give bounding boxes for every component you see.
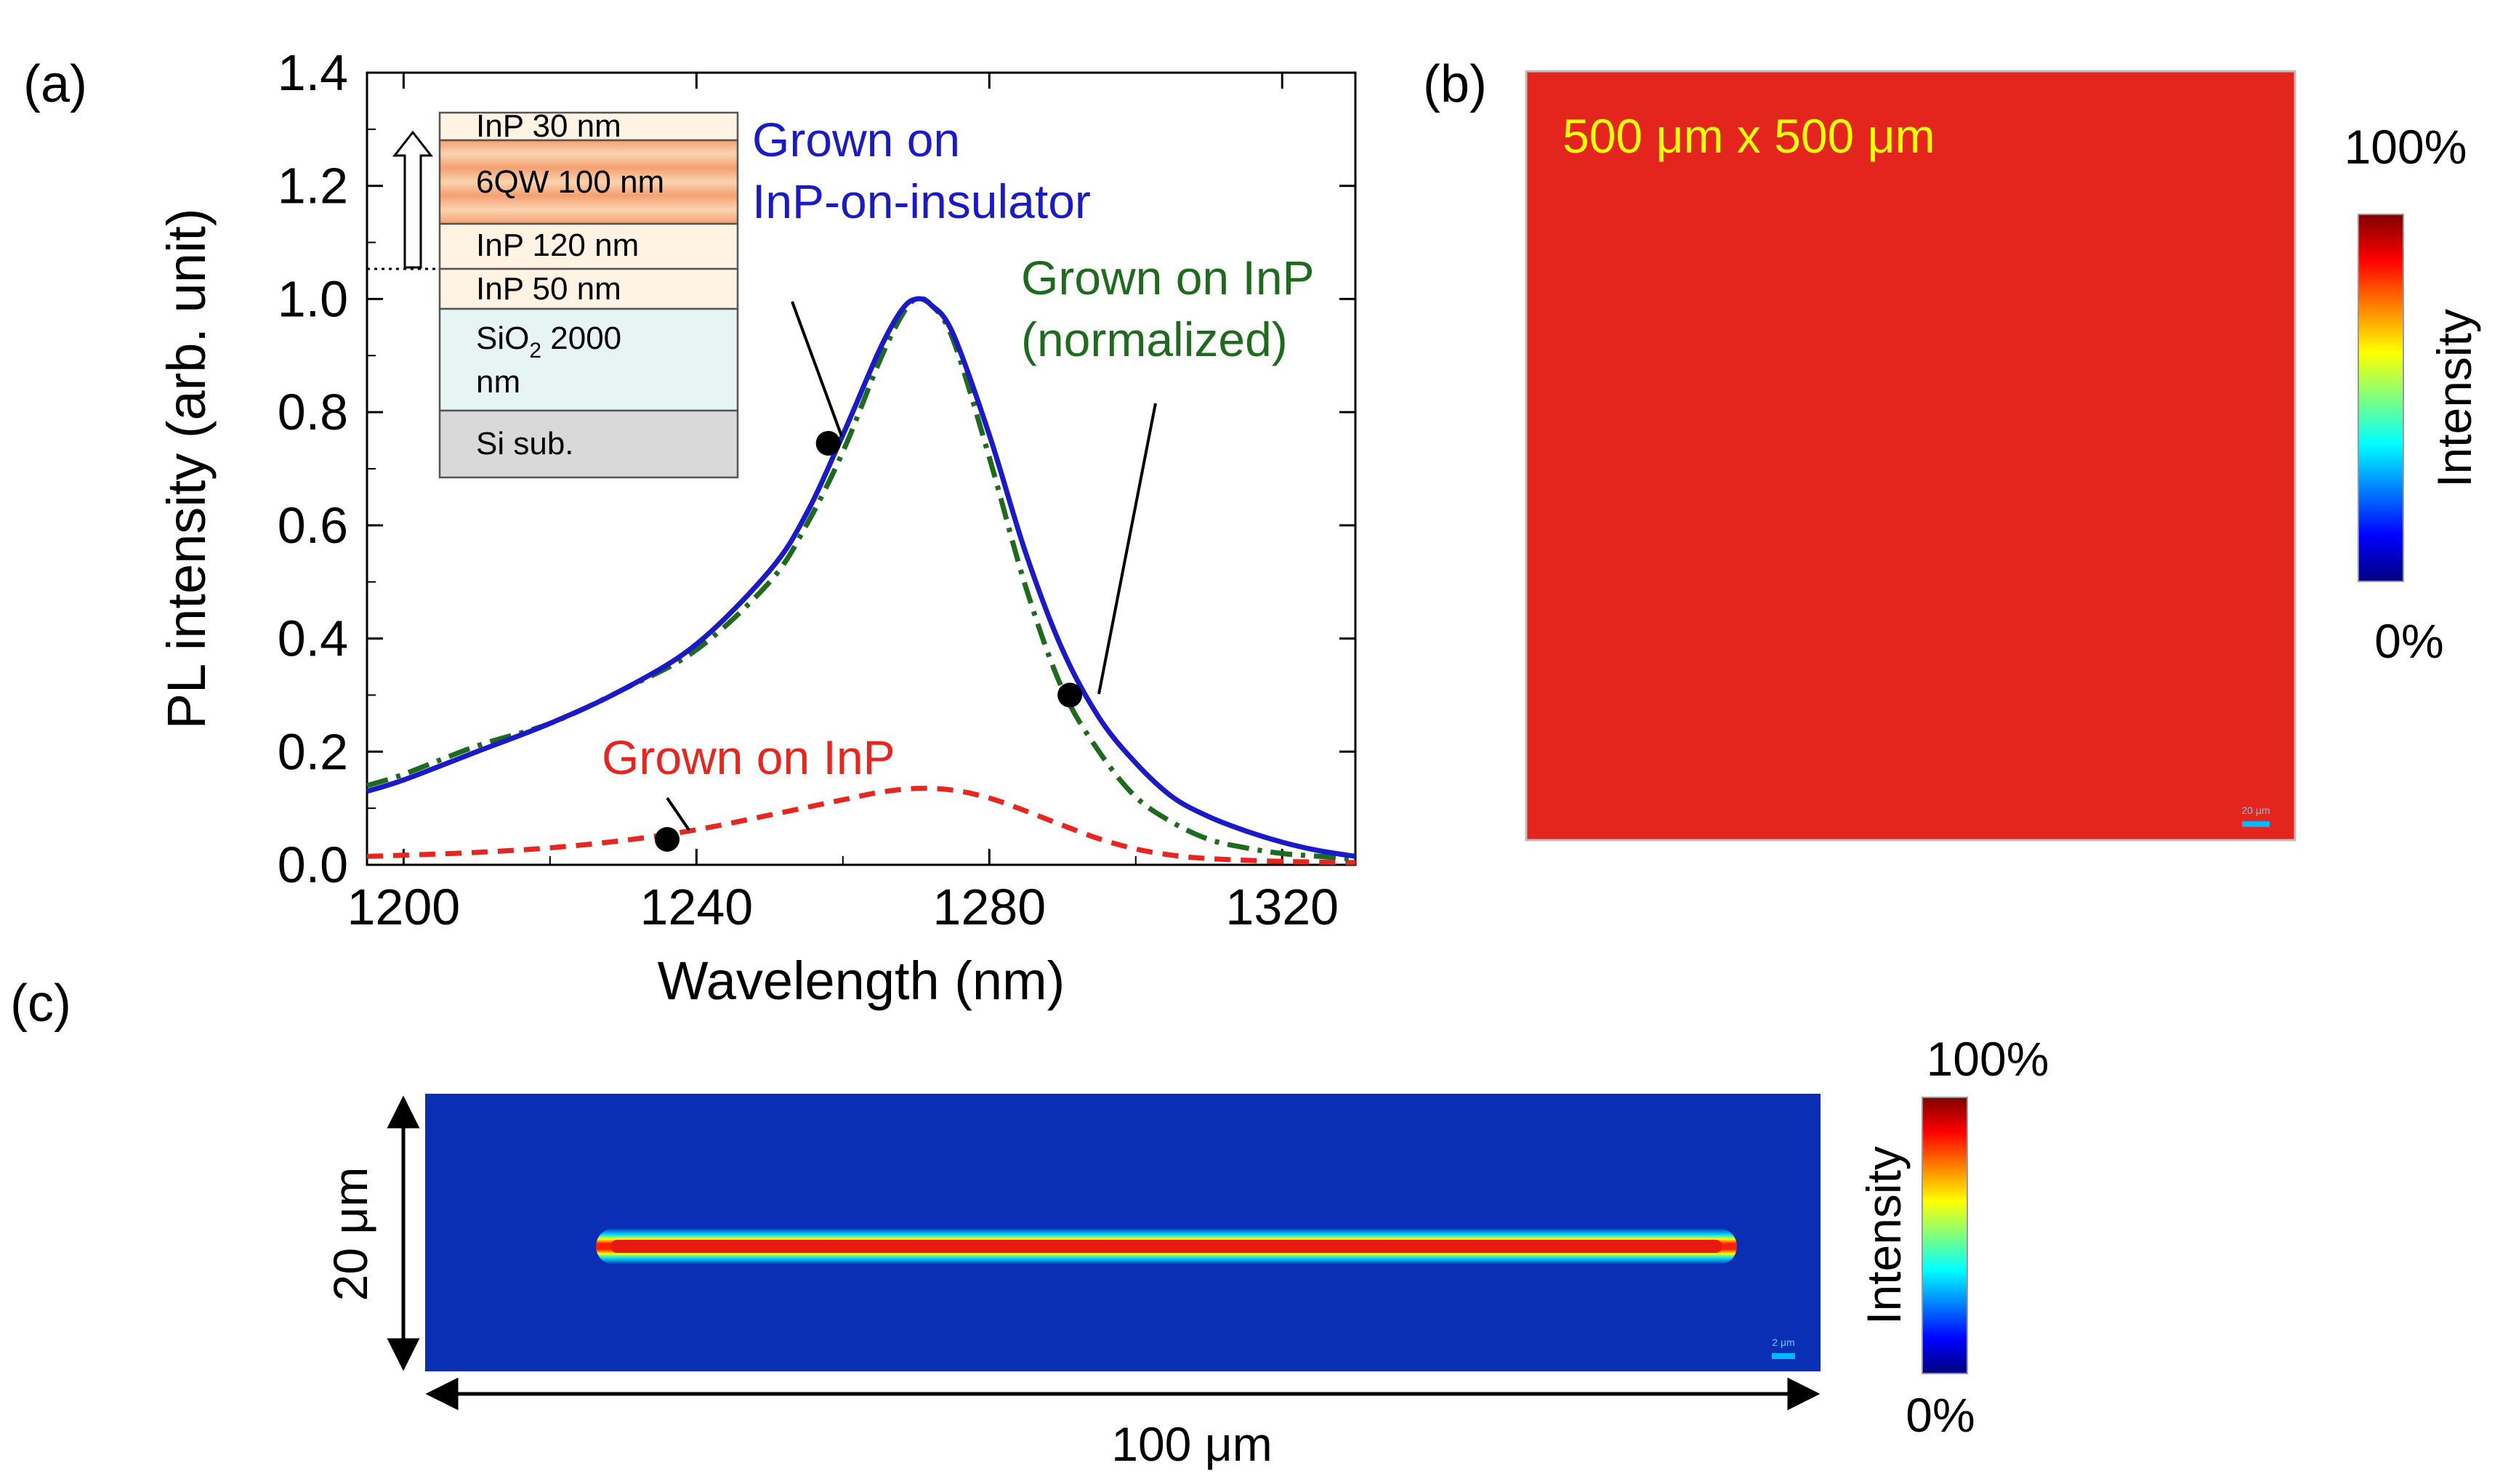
series-group [366,295,1356,866]
x-axis-label: Wavelength (nm) [658,951,1065,1011]
label-inp-normalized: Grown on InP (normalized) [1021,251,1327,366]
inset-layer-si-sub [438,409,739,479]
colorbar-c-max-label: 100% [1927,1032,2049,1086]
y-tick-label: 1.2 [278,158,348,214]
inset-up-arrow [392,130,434,269]
colorbar-b-max-label: 100% [2344,120,2467,174]
y-axis: 0.0 0.2 0.4 0.6 0.8 1.0 1.2 1.4 [278,44,1355,893]
colorbar-b-title: Intensity [2427,309,2481,488]
panel-a-label: (a) [23,55,87,113]
map-b-annotation: 500 μm x 500 μm [1563,109,1935,163]
map-c-scale-label: 2 μm [1772,1336,1794,1348]
inset-layer-inp50 [438,267,739,310]
colorbar-b: 100% 0% Intensity [2344,120,2481,668]
series-marker-1 [1057,682,1083,708]
width-dimension-label: 100 μm [1111,1417,1272,1471]
inset-label-si-sub: Si sub. [476,426,574,461]
inset-label-6qw: 6QW 100 nm [476,164,664,200]
inset-layer-inp30 [438,111,739,142]
map-c-stripe-core [610,1240,1722,1253]
inset-layer-6qw [438,139,739,225]
map-b-scale-label: 20 μm [2241,804,2270,816]
label-inpoi: Grown on InP-on-insulator [752,113,1091,228]
label-inp: Grown on InP [602,730,895,784]
map-b-frame [1525,70,2297,842]
y-axis-label: PL intensity (arb. unit) [156,208,217,729]
y-tick-label: 0.6 [278,497,348,554]
marker-group [655,430,1083,852]
colorbar-b-gradient [2358,214,2403,581]
map-b-texture [1526,71,2295,840]
panel-c-label: (c) [10,975,71,1033]
series-marker-2 [655,826,680,852]
leader-inpoi [791,301,843,437]
y-tick-label: 0.2 [278,723,348,780]
y-tick-label: 0.8 [278,384,348,440]
x-axis: 1200 1240 1280 1320 [347,73,1339,935]
inset-label-sio2: SiO2 2000 nm [476,320,630,400]
y-tick-label: 0.0 [278,836,348,893]
inset-layer-stack: InP 30 nm 6QW 100 nm InP 120 nm InP 50 n… [367,108,739,479]
colorbar-b-frame [2358,214,2404,582]
panel-b-label: (b) [1423,55,1487,113]
leader-inp-normalized [1097,403,1157,695]
colorbar-c-frame [1922,1097,1968,1374]
height-dimension-label: 20 μm [323,1167,377,1302]
y-tick-label: 0.4 [278,610,348,667]
map-b: 500 μm x 500 μm 20 μm [1525,70,2297,842]
map-c-scale-bar [1772,1353,1795,1359]
colorbar-c-title: Intensity [1857,1146,1911,1325]
colorbar-c-gradient [1922,1097,1967,1374]
inset-label-inp120: InP 120 nm [476,227,639,263]
colorbar-c-min-label: 0% [1906,1388,1975,1442]
colorbar-b-min-label: 0% [2374,614,2443,668]
series-line-2 [366,786,1356,866]
x-tick-label: 1200 [347,879,461,935]
colorbar-c: 100% 0% Intensity [1857,1032,2049,1442]
leader-inp [666,797,690,831]
inset-label-inp50: InP 50 nm [476,271,621,307]
plot-a: 0.0 0.2 0.4 0.6 0.8 1.0 1.2 1.4 1200 1240 1280 132… [156,44,1357,1011]
x-tick-label: 1320 [1225,879,1339,935]
series-line-0 [366,296,1356,859]
map-b-scale-bar [2242,821,2270,827]
series-marker-0 [815,430,841,456]
inset-layer-inp120 [438,222,739,270]
x-tick-label: 1240 [640,879,753,935]
map-c: 2 μm [425,1094,1820,1371]
x-tick-label: 1280 [932,879,1046,935]
inset-layer-sio2 [438,307,739,412]
map-b-field [1526,71,2295,840]
y-tick-label: 1.4 [278,44,348,101]
y-tick-label: 1.0 [278,270,348,327]
inset-label-inp30: InP 30 nm [476,108,621,144]
